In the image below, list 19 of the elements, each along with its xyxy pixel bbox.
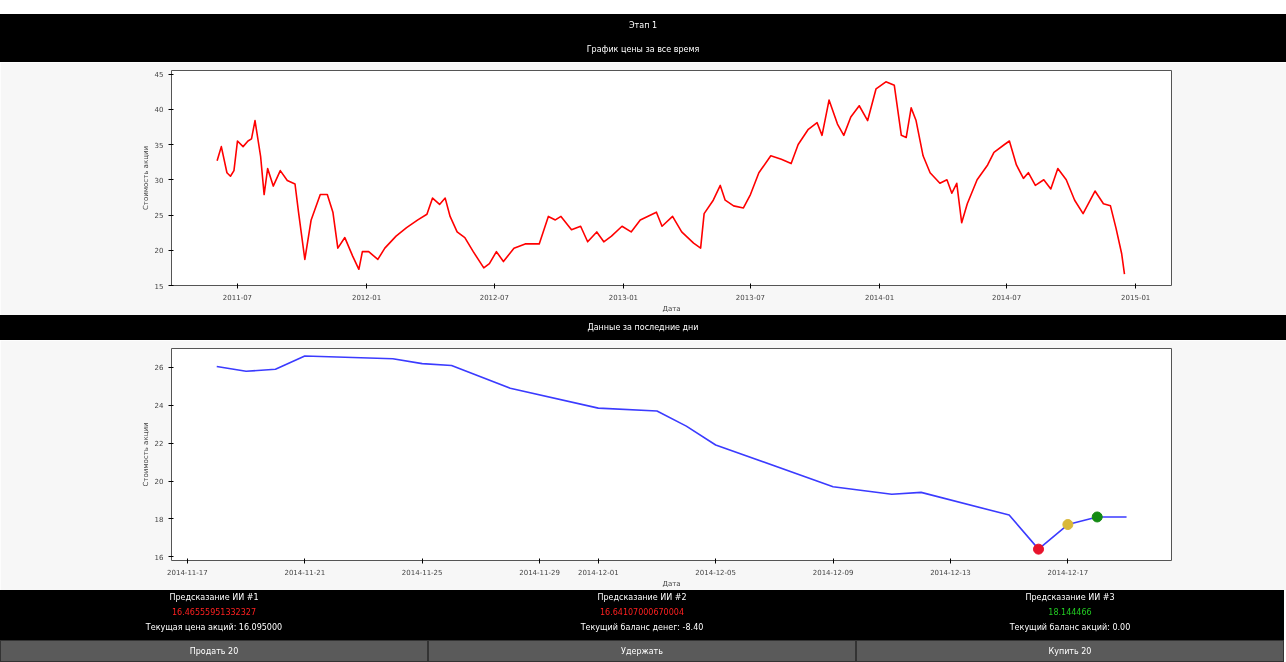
- text: Предсказание ИИ #2: [596, 592, 688, 604]
- point: [1091, 511, 1103, 523]
- line-series: [216, 80, 1126, 276]
- text: 18.144466: [1047, 607, 1093, 619]
- text: 16.46555951332327: [171, 607, 257, 619]
- text: Продать 20: [189, 646, 239, 658]
- chart-title: Данные за последние дни: [587, 321, 699, 334]
- chart-subtitle: График цены за все время: [586, 44, 700, 56]
- text: Удержать: [621, 646, 663, 658]
- text: Текущая цена акций: 16.095000: [145, 622, 283, 634]
- point: [1033, 543, 1045, 555]
- text: Предсказание ИИ #3: [1024, 592, 1116, 604]
- point: [1062, 519, 1074, 531]
- text: Текущий баланс акций: 0.00: [1009, 622, 1131, 634]
- text: Купить 20: [1048, 646, 1092, 658]
- text: Текущий баланс денег: -8.40: [580, 622, 704, 634]
- chart-title: Этап 1: [628, 20, 657, 32]
- text: 16.64107000670004: [599, 607, 685, 619]
- text: Предсказание ИИ #1: [168, 592, 260, 604]
